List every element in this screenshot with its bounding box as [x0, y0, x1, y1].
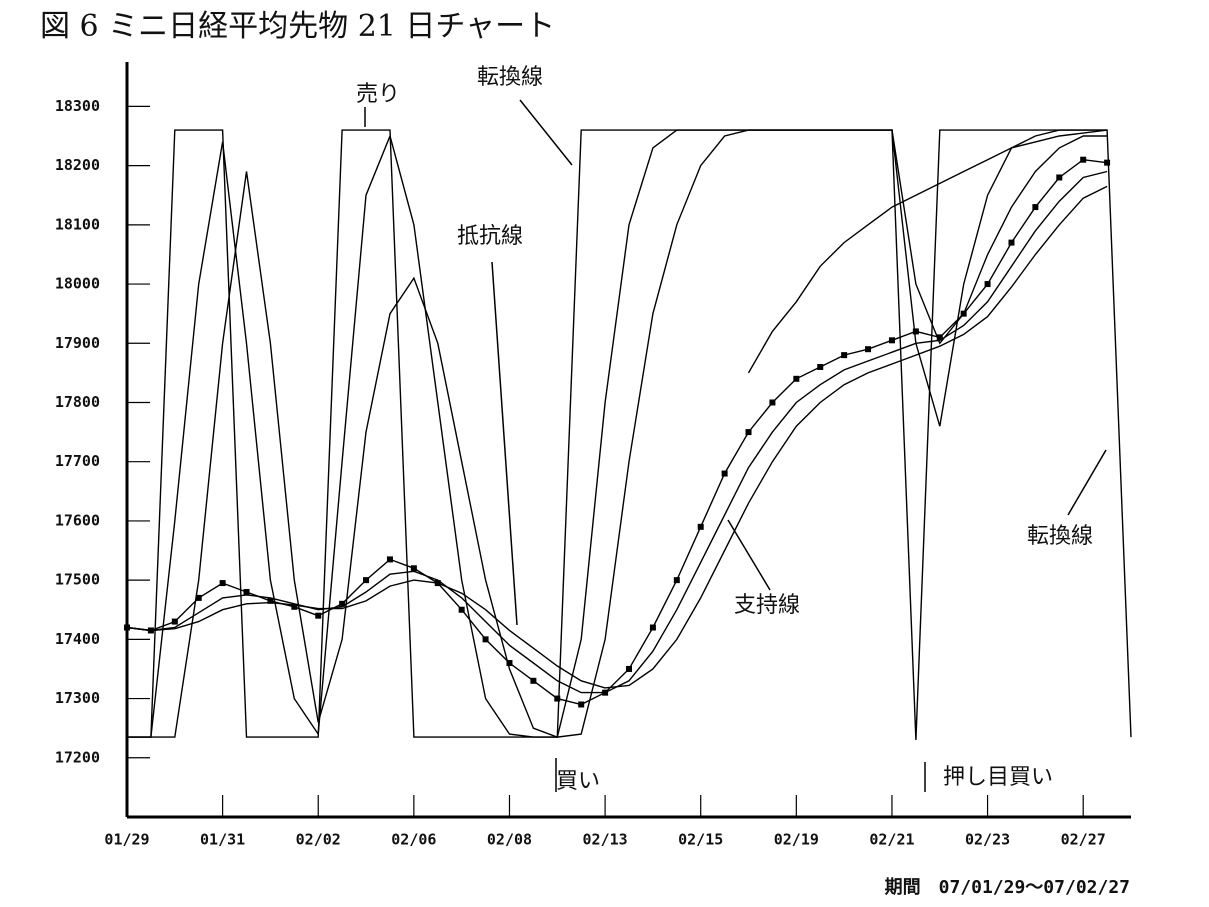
point-marker — [195, 594, 202, 601]
x-tick-label: 01/31 — [200, 831, 245, 849]
point-marker — [649, 624, 656, 631]
y-tick-label: 17600 — [55, 511, 100, 529]
leader-line — [1067, 449, 1107, 516]
point-marker — [1032, 204, 1039, 211]
point-marker — [363, 577, 370, 584]
point-marker — [936, 334, 943, 341]
y-tick-label: 17900 — [55, 334, 100, 352]
point-marker — [769, 399, 776, 406]
leader-line — [491, 261, 518, 626]
point-marker — [410, 565, 417, 572]
series-line — [126, 170, 1108, 694]
point-marker — [458, 606, 465, 613]
leader-line — [519, 99, 573, 166]
y-tick-label: 18100 — [55, 215, 100, 233]
point-marker — [315, 612, 322, 619]
point-marker — [745, 429, 752, 436]
point-marker — [1104, 159, 1111, 166]
point-marker — [386, 556, 393, 563]
y-tick-label: 17700 — [55, 452, 100, 470]
point-marker — [841, 352, 848, 359]
point-marker — [984, 281, 991, 288]
point-marker — [1056, 174, 1063, 181]
x-tick-label: 02/08 — [487, 831, 532, 849]
point-marker — [530, 677, 537, 684]
point-marker — [1008, 239, 1015, 246]
x-tick-label: 02/02 — [296, 831, 341, 849]
series-line — [747, 129, 1108, 374]
x-tick-label: 02/13 — [583, 831, 628, 849]
point-marker — [817, 363, 824, 370]
point-marker — [626, 665, 632, 672]
x-tick-label: 02/23 — [965, 831, 1010, 849]
x-tick-label: 02/19 — [774, 831, 819, 849]
annotation: 買い — [556, 769, 600, 794]
point-marker — [793, 375, 800, 382]
series-line — [126, 185, 1108, 689]
x-tick-label: 02/06 — [391, 831, 436, 849]
x-tick-label: 01/29 — [104, 831, 149, 849]
point-marker — [171, 618, 178, 625]
point-marker — [291, 603, 298, 610]
y-tick-label: 18000 — [55, 275, 100, 293]
y-tick-label: 18200 — [55, 156, 100, 174]
y-tick-label: 17800 — [55, 393, 100, 411]
point-marker — [506, 660, 513, 667]
point-marker — [673, 577, 680, 584]
annotation: 支持線 — [734, 593, 800, 618]
y-tick-label: 17500 — [55, 571, 100, 589]
annotation: 押し目買い — [943, 765, 1053, 790]
annotation: 抵抗線 — [457, 224, 523, 249]
x-tick-label: 02/15 — [678, 831, 723, 849]
point-marker — [243, 588, 250, 595]
x-tick-label: 02/21 — [869, 831, 914, 849]
y-tick-label: 17400 — [55, 630, 100, 648]
point-marker — [267, 597, 274, 604]
series-line — [127, 129, 1108, 738]
chart-title: 図 6 ミニ日経平均先物 21 日チャート — [40, 9, 555, 44]
point-marker — [578, 701, 585, 708]
annotation: 売り — [356, 82, 400, 107]
y-tick-label: 18300 — [55, 97, 100, 115]
point-marker — [721, 470, 728, 477]
y-tick-label: 17200 — [55, 748, 100, 766]
point-marker — [482, 636, 489, 643]
series-line — [127, 129, 1108, 738]
point-marker — [554, 695, 561, 702]
annotation: 転換線 — [1027, 524, 1093, 549]
point-marker — [697, 523, 704, 530]
footer: 期間 07/01/29〜07/02/27 — [885, 877, 1130, 898]
point-marker — [912, 328, 919, 335]
point-marker — [339, 600, 346, 607]
point-marker — [219, 580, 226, 587]
series-line — [127, 129, 1132, 741]
point-marker — [1080, 156, 1087, 163]
y-tick-label: 17300 — [55, 689, 100, 707]
point-marker — [865, 346, 872, 353]
point-marker — [888, 337, 895, 344]
x-tick-label: 02/27 — [1061, 831, 1106, 849]
series-line — [126, 158, 1108, 706]
leader-line — [727, 519, 771, 591]
annotation: 転換線 — [477, 65, 543, 90]
